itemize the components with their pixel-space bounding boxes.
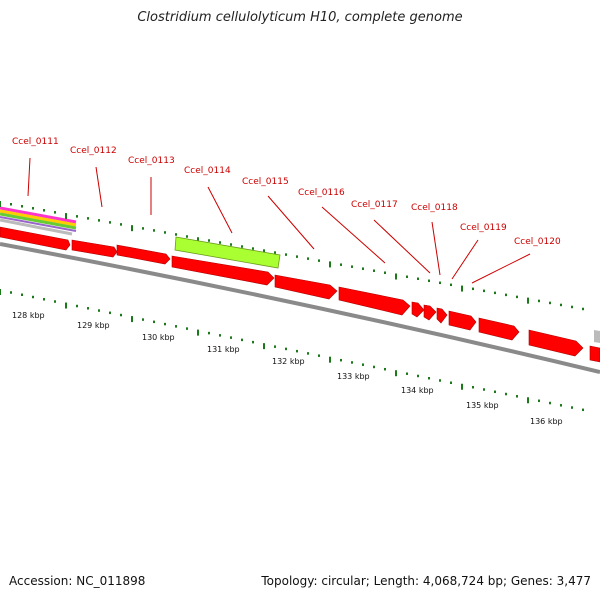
kbp-label: 132 kbp — [272, 357, 305, 366]
gene-arrow — [436, 307, 448, 324]
gene-leader-line — [27, 157, 31, 197]
gene-leader-line — [267, 195, 315, 250]
gene-arrow — [116, 244, 171, 265]
gene-arrow — [0, 226, 71, 251]
gene-leader-line — [321, 206, 386, 264]
accession-text: Accession: NC_011898 — [9, 574, 146, 588]
gene-arrow — [411, 301, 425, 318]
feature-tracks — [0, 206, 77, 236]
gene-arrow — [274, 274, 338, 300]
gene-label: Ccel_0115 — [242, 177, 289, 187]
kbp-scale-labels: 128 kbp 129 kbp 130 kbp 131 kbp 132 kbp 133 k… — [12, 311, 563, 426]
gene-arrow — [528, 329, 584, 357]
gene-arrow — [589, 345, 600, 363]
kbp-label: 134 kbp — [401, 386, 434, 395]
kbp-label: 131 kbp — [207, 345, 240, 354]
gene-arrow — [338, 286, 411, 316]
gene-label: Ccel_0120 — [514, 237, 561, 247]
kbp-label: 136 kbp — [530, 417, 563, 426]
gene-leader-line — [207, 186, 233, 234]
gene-arrow — [448, 310, 477, 331]
gene-leader-line — [373, 219, 431, 274]
gene-arrow — [71, 239, 118, 258]
gene-leader-line — [95, 166, 103, 208]
gene-label: Ccel_0113 — [128, 156, 175, 166]
kbp-label: 130 kbp — [142, 333, 175, 342]
kbp-label: 129 kbp — [77, 321, 110, 330]
gene-leader-line — [431, 221, 441, 276]
gene-leader-line — [451, 239, 479, 280]
inner-tick-row — [0, 289, 584, 412]
map-title: Clostridium cellulolyticum H10, complete… — [137, 10, 463, 25]
gene-arrow-grey — [594, 330, 600, 343]
gene-label: Ccel_0118 — [411, 203, 458, 213]
gene-label: Ccel_0111 — [12, 137, 59, 147]
gene-arrow — [171, 255, 275, 286]
gene-arrow — [478, 317, 520, 341]
kbp-label: 128 kbp — [12, 311, 45, 320]
genome-backbone — [0, 242, 600, 374]
gene-leader-line — [471, 253, 531, 284]
gene-label: Ccel_0114 — [184, 166, 231, 176]
genome-summary-text: Topology: circular; Length: 4,068,724 bp… — [261, 574, 591, 588]
kbp-label: 135 kbp — [466, 401, 499, 410]
gene-label: Ccel_0116 — [298, 188, 345, 198]
gene-label: Ccel_0112 — [70, 146, 117, 156]
gene-label: Ccel_0117 — [351, 200, 398, 210]
kbp-label: 133 kbp — [337, 372, 370, 381]
label-leaders — [27, 157, 531, 284]
gene-track — [0, 226, 600, 363]
outer-tick-row — [0, 201, 584, 311]
gene-label: Ccel_0119 — [460, 223, 507, 233]
gene-labels: Ccel_0111 Ccel_0112 Ccel_0113 Ccel_0114 Ccel… — [12, 137, 561, 247]
gene-arrow — [423, 304, 437, 321]
gene-highlight-block — [174, 236, 281, 269]
